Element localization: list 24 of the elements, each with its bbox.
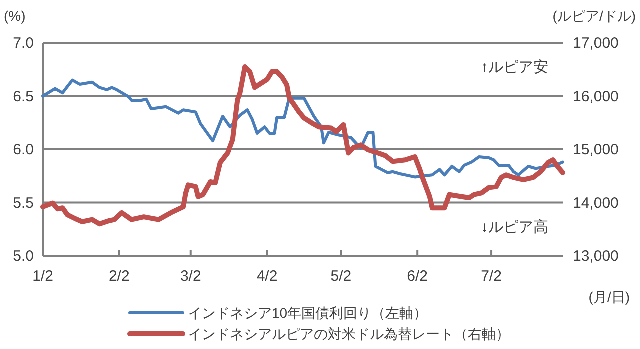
y2-axis-title: (ルピア/ドル) [552,8,636,24]
x-tick-label: 6/2 [407,268,428,285]
y2-tick-label: 13,000 [573,248,619,265]
x-tick-label: 5/2 [330,268,352,285]
y-tick-label: 6.5 [13,88,34,106]
y-tick-label: 5.5 [13,194,34,212]
y-tick-label: 5.0 [13,248,34,265]
x-axis-title: (月/日) [588,289,630,305]
legend-label: インドネシアルピアの対米ドル為替レート（右軸） [188,326,510,342]
x-tick-label: 4/2 [256,268,278,285]
y2-tick-label: 16,000 [573,88,619,106]
legend-label: インドネシア10年国債利回り（左軸） [188,305,428,321]
x-tick-label: 7/2 [481,268,502,285]
y-tick-label: 6.0 [13,142,34,158]
y-tick-label: 7.0 [13,35,34,52]
annotation: ↑ルピア安 [481,59,548,76]
y2-tick-label: 17,000 [573,35,619,52]
x-tick-label: 1/2 [32,268,54,285]
annotation: ↓ルピア高 [481,219,548,236]
x-tick-label: 2/2 [108,268,130,285]
y2-tick-label: 14,000 [573,194,619,212]
x-tick-label: 3/2 [180,268,202,285]
y-axis-title: (%) [4,8,26,24]
y2-tick-label: 15,000 [573,142,619,158]
